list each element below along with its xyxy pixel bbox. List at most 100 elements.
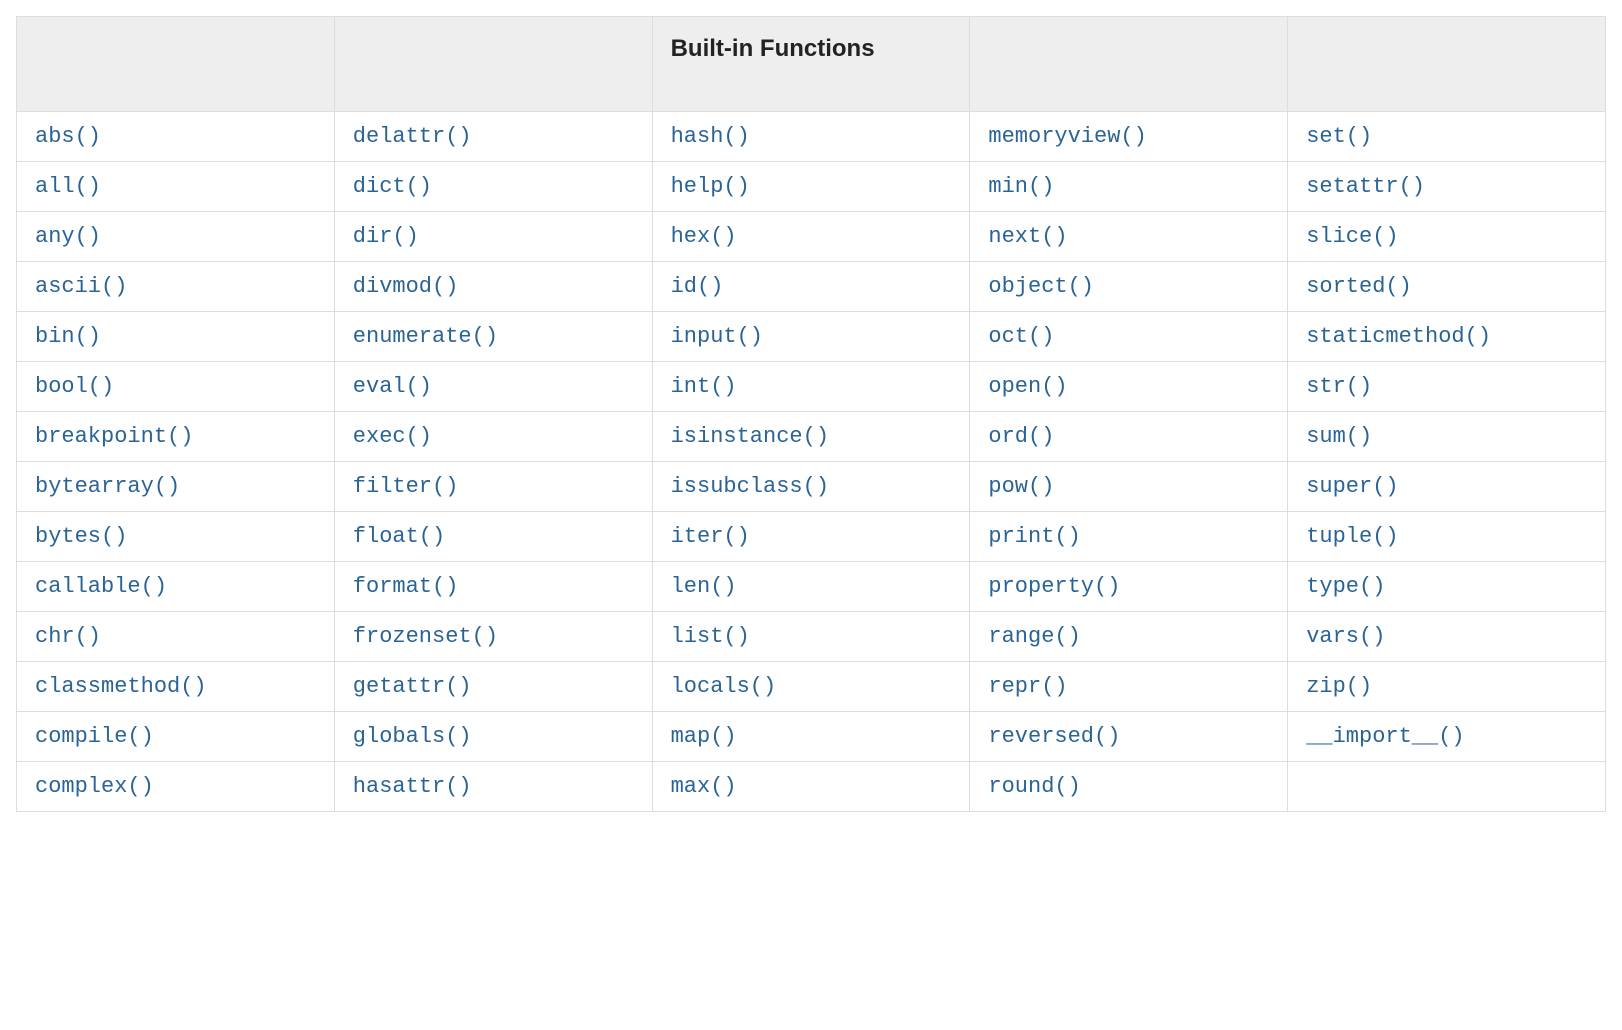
- builtin-function-link[interactable]: enumerate(): [353, 324, 498, 349]
- builtin-function-link[interactable]: complex(): [35, 774, 154, 799]
- builtin-function-link[interactable]: callable(): [35, 574, 167, 599]
- table-cell: sum(): [1288, 412, 1606, 462]
- builtin-function-link[interactable]: set(): [1306, 124, 1372, 149]
- builtin-function-link[interactable]: print(): [988, 524, 1080, 549]
- builtin-function-link[interactable]: sum(): [1306, 424, 1372, 449]
- builtin-function-link[interactable]: dir(): [353, 224, 419, 249]
- builtin-function-link[interactable]: round(): [988, 774, 1080, 799]
- builtin-function-link[interactable]: chr(): [35, 624, 101, 649]
- table-row: bytearray() filter() issubclass() pow() supe…: [17, 462, 1606, 512]
- builtin-function-link[interactable]: len(): [671, 574, 737, 599]
- table-cell: type(): [1288, 562, 1606, 612]
- builtin-function-link[interactable]: staticmethod(): [1306, 324, 1491, 349]
- builtin-function-link[interactable]: iter(): [671, 524, 750, 549]
- table-cell: map(): [652, 712, 970, 762]
- table-row: any() dir() hex() next() slice(): [17, 212, 1606, 262]
- builtin-function-link[interactable]: float(): [353, 524, 445, 549]
- builtin-function-link[interactable]: int(): [671, 374, 737, 399]
- builtin-function-link[interactable]: any(): [35, 224, 101, 249]
- builtin-function-link[interactable]: frozenset(): [353, 624, 498, 649]
- builtin-function-link[interactable]: hash(): [671, 124, 750, 149]
- table-cell: input(): [652, 312, 970, 362]
- builtin-function-link[interactable]: pow(): [988, 474, 1054, 499]
- table-body: abs() delattr() hash() memoryview() set() all…: [17, 112, 1606, 812]
- builtin-function-link[interactable]: ord(): [988, 424, 1054, 449]
- builtin-function-link[interactable]: format(): [353, 574, 459, 599]
- builtin-function-link[interactable]: sorted(): [1306, 274, 1412, 299]
- builtin-function-link[interactable]: help(): [671, 174, 750, 199]
- table-cell: issubclass(): [652, 462, 970, 512]
- builtin-function-link[interactable]: map(): [671, 724, 737, 749]
- builtin-function-link[interactable]: delattr(): [353, 124, 472, 149]
- table-cell: isinstance(): [652, 412, 970, 462]
- builtin-function-link[interactable]: dict(): [353, 174, 432, 199]
- table-cell: repr(): [970, 662, 1288, 712]
- builtin-function-link[interactable]: repr(): [988, 674, 1067, 699]
- table-row: compile() globals() map() reversed() __impor…: [17, 712, 1606, 762]
- builtin-function-link[interactable]: abs(): [35, 124, 101, 149]
- builtin-function-link[interactable]: id(): [671, 274, 724, 299]
- builtin-function-link[interactable]: super(): [1306, 474, 1398, 499]
- builtin-function-link[interactable]: exec(): [353, 424, 432, 449]
- builtin-function-link[interactable]: input(): [671, 324, 763, 349]
- builtin-function-link[interactable]: hex(): [671, 224, 737, 249]
- builtin-function-link[interactable]: classmethod(): [35, 674, 207, 699]
- builtin-function-link[interactable]: setattr(): [1306, 174, 1425, 199]
- builtin-function-link[interactable]: zip(): [1306, 674, 1372, 699]
- table-cell: max(): [652, 762, 970, 812]
- builtin-function-link[interactable]: vars(): [1306, 624, 1385, 649]
- table-cell: format(): [334, 562, 652, 612]
- table-cell: locals(): [652, 662, 970, 712]
- builtin-function-link[interactable]: bin(): [35, 324, 101, 349]
- builtin-function-link[interactable]: locals(): [671, 674, 777, 699]
- builtin-function-link[interactable]: property(): [988, 574, 1120, 599]
- table-cell: id(): [652, 262, 970, 312]
- builtin-function-link[interactable]: filter(): [353, 474, 459, 499]
- table-header-row: Built-in Functions: [17, 17, 1606, 112]
- builtin-function-link[interactable]: reversed(): [988, 724, 1120, 749]
- builtin-function-link[interactable]: compile(): [35, 724, 154, 749]
- builtin-function-link[interactable]: getattr(): [353, 674, 472, 699]
- builtin-function-link[interactable]: breakpoint(): [35, 424, 193, 449]
- builtin-functions-table: Built-in Functions abs() delattr() hash() m…: [16, 16, 1606, 812]
- builtin-function-link[interactable]: divmod(): [353, 274, 459, 299]
- builtin-function-link[interactable]: isinstance(): [671, 424, 829, 449]
- table-cell: getattr(): [334, 662, 652, 712]
- builtin-function-link[interactable]: list(): [671, 624, 750, 649]
- table-row: chr() frozenset() list() range() vars(): [17, 612, 1606, 662]
- builtin-function-link[interactable]: eval(): [353, 374, 432, 399]
- table-cell: help(): [652, 162, 970, 212]
- builtin-function-link[interactable]: slice(): [1306, 224, 1398, 249]
- builtin-function-link[interactable]: hasattr(): [353, 774, 472, 799]
- table-cell: sorted(): [1288, 262, 1606, 312]
- builtin-function-link[interactable]: oct(): [988, 324, 1054, 349]
- table-cell: memoryview(): [970, 112, 1288, 162]
- builtin-function-link[interactable]: __import__(): [1306, 724, 1464, 749]
- builtin-function-link[interactable]: min(): [988, 174, 1054, 199]
- builtin-function-link[interactable]: bytes(): [35, 524, 127, 549]
- table-cell: globals(): [334, 712, 652, 762]
- builtin-function-link[interactable]: bool(): [35, 374, 114, 399]
- table-cell: zip(): [1288, 662, 1606, 712]
- builtin-function-link[interactable]: ascii(): [35, 274, 127, 299]
- builtin-function-link[interactable]: tuple(): [1306, 524, 1398, 549]
- builtin-function-link[interactable]: str(): [1306, 374, 1372, 399]
- builtin-function-link[interactable]: open(): [988, 374, 1067, 399]
- builtin-function-link[interactable]: max(): [671, 774, 737, 799]
- builtin-function-link[interactable]: range(): [988, 624, 1080, 649]
- builtin-function-link[interactable]: issubclass(): [671, 474, 829, 499]
- table-cell: ord(): [970, 412, 1288, 462]
- builtin-function-link[interactable]: all(): [35, 174, 101, 199]
- table-cell: set(): [1288, 112, 1606, 162]
- table-cell: __import__(): [1288, 712, 1606, 762]
- builtin-function-link[interactable]: memoryview(): [988, 124, 1146, 149]
- builtin-function-link[interactable]: object(): [988, 274, 1094, 299]
- builtin-function-link[interactable]: next(): [988, 224, 1067, 249]
- table-cell: int(): [652, 362, 970, 412]
- builtin-function-link[interactable]: globals(): [353, 724, 472, 749]
- builtin-function-link[interactable]: type(): [1306, 574, 1385, 599]
- table-cell: min(): [970, 162, 1288, 212]
- table-row: callable() format() len() property() type(): [17, 562, 1606, 612]
- builtin-function-link[interactable]: bytearray(): [35, 474, 180, 499]
- table-cell: bytearray(): [17, 462, 335, 512]
